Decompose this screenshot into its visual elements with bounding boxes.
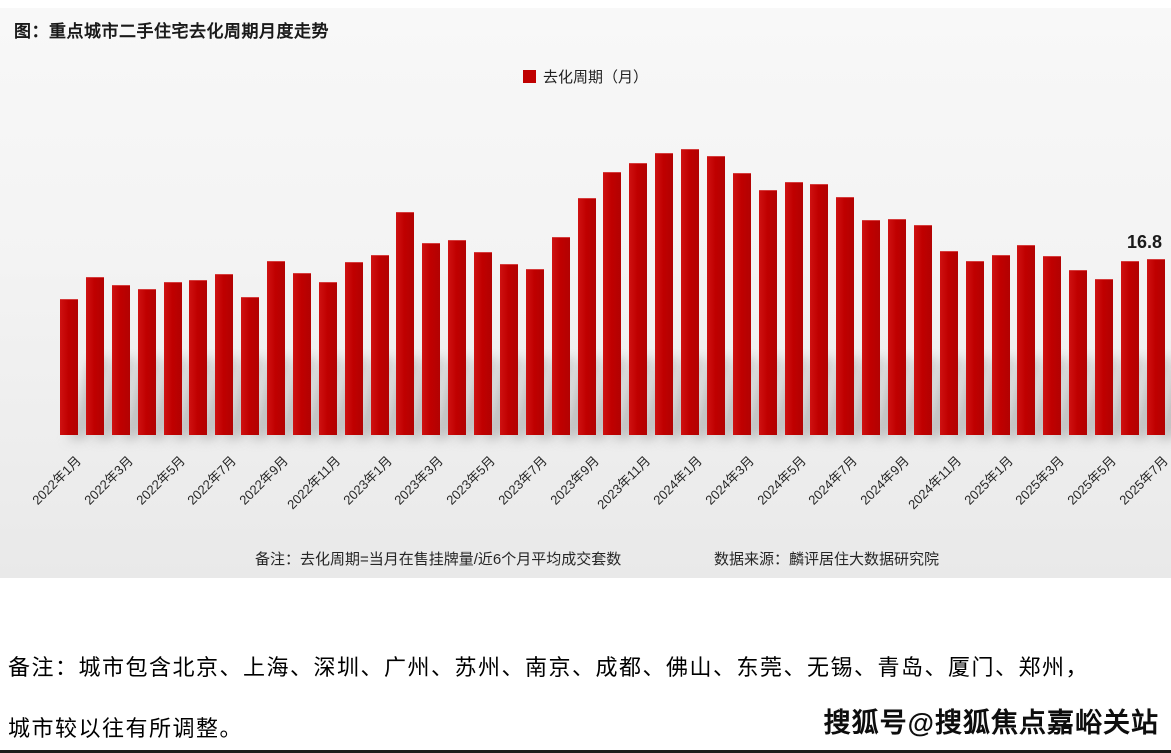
plot-area <box>60 140 1171 439</box>
bar <box>163 282 182 435</box>
bar <box>629 163 648 435</box>
bar-series <box>60 140 1165 435</box>
bar <box>111 285 130 435</box>
chart-legend: 去化周期（月） <box>0 66 1171 87</box>
bar <box>267 261 285 435</box>
bar <box>603 172 622 435</box>
bar <box>396 212 415 435</box>
chart-data-source: 数据来源：麟评居住大数据研究院 <box>714 551 940 568</box>
page-bottom-divider <box>0 750 1171 753</box>
bar <box>810 184 829 435</box>
watermark-text: 搜狐号@搜狐焦点嘉峪关站 <box>823 708 1159 738</box>
bar <box>525 269 544 435</box>
bar <box>474 252 492 435</box>
bar <box>784 182 803 435</box>
x-tick-label: 2024年3月 <box>702 453 757 508</box>
x-tick-label: 2025年3月 <box>1012 453 1067 508</box>
bar <box>655 153 674 435</box>
chart-title: 图：重点城市二手住宅去化周期月度走势 <box>14 22 329 41</box>
bar <box>60 299 78 435</box>
x-tick-label: 2023年3月 <box>391 453 446 508</box>
bar <box>939 251 958 435</box>
bar <box>318 282 337 435</box>
document-note-line2: 城市较以往有所调整。 <box>8 716 244 741</box>
bar <box>913 225 932 435</box>
bar <box>991 255 1010 435</box>
bar <box>1095 279 1113 435</box>
bar <box>344 262 363 435</box>
x-tick-label: 2024年7月 <box>805 453 860 508</box>
bar <box>85 277 104 435</box>
x-tick-label: 2025年1月 <box>961 453 1016 508</box>
x-tick-label: 2023年7月 <box>495 453 550 508</box>
bar <box>836 197 855 435</box>
bar <box>758 190 777 435</box>
bar <box>1043 256 1062 435</box>
bar <box>499 264 518 435</box>
chart-footnotes: 备注：去化周期=当月在售挂牌量/近6个月平均成交套数 数据来源：麟评居住大数据研… <box>0 548 1171 574</box>
bar <box>1069 270 1088 435</box>
bar <box>681 149 699 435</box>
x-tick-label: 2022年11月 <box>283 453 343 513</box>
x-tick-label: 2022年3月 <box>81 453 136 508</box>
x-tick-label: 2023年11月 <box>593 453 653 513</box>
x-tick-label: 2022年1月 <box>29 453 84 508</box>
x-tick-label: 2024年11月 <box>904 453 964 513</box>
bar <box>422 243 441 435</box>
x-tick-label: 2022年7月 <box>184 453 239 508</box>
x-axis: 2022年1月 2022年3月 2022年5月 2022年7月 2022年9月 2022年… <box>29 445 1171 545</box>
document-note-line1: 备注：城市包含北京、上海、深圳、广州、苏州、南京、成都、佛山、东莞、无锡、青岛、… <box>8 655 1090 680</box>
bar <box>965 261 984 435</box>
bar <box>888 219 906 435</box>
x-tick-label: 2023年5月 <box>443 453 498 508</box>
bar <box>292 273 311 435</box>
bar <box>448 240 467 435</box>
bar <box>215 274 234 435</box>
legend-label: 去化周期（月） <box>542 69 648 86</box>
x-tick-label: 2023年1月 <box>340 453 395 508</box>
bar <box>732 173 751 435</box>
bar <box>241 297 260 435</box>
bar <box>577 198 596 435</box>
chart-note-formula: 备注：去化周期=当月在售挂牌量/近6个月平均成交套数 <box>255 551 622 568</box>
bar <box>551 237 570 435</box>
bar <box>1017 245 1036 435</box>
bar <box>1120 261 1139 435</box>
bar-chart-figure: 图：重点城市二手住宅去化周期月度走势 去化周期（月） 2022年1月 2022年3… <box>0 8 1171 578</box>
bar <box>706 156 725 435</box>
bar <box>1146 259 1165 435</box>
x-tick-label: 2024年1月 <box>650 453 705 508</box>
x-tick-label: 2025年5月 <box>1064 453 1119 508</box>
bar <box>189 280 208 435</box>
bar <box>137 289 156 435</box>
x-tick-label: 2025年7月 <box>1116 453 1171 508</box>
bar <box>862 220 881 435</box>
last-bar-data-label: 16.8 <box>1126 232 1162 252</box>
legend-swatch-icon <box>522 70 536 83</box>
x-tick-label: 2024年5月 <box>754 453 809 508</box>
bar <box>370 255 389 435</box>
x-tick-label: 2022年5月 <box>133 453 188 508</box>
